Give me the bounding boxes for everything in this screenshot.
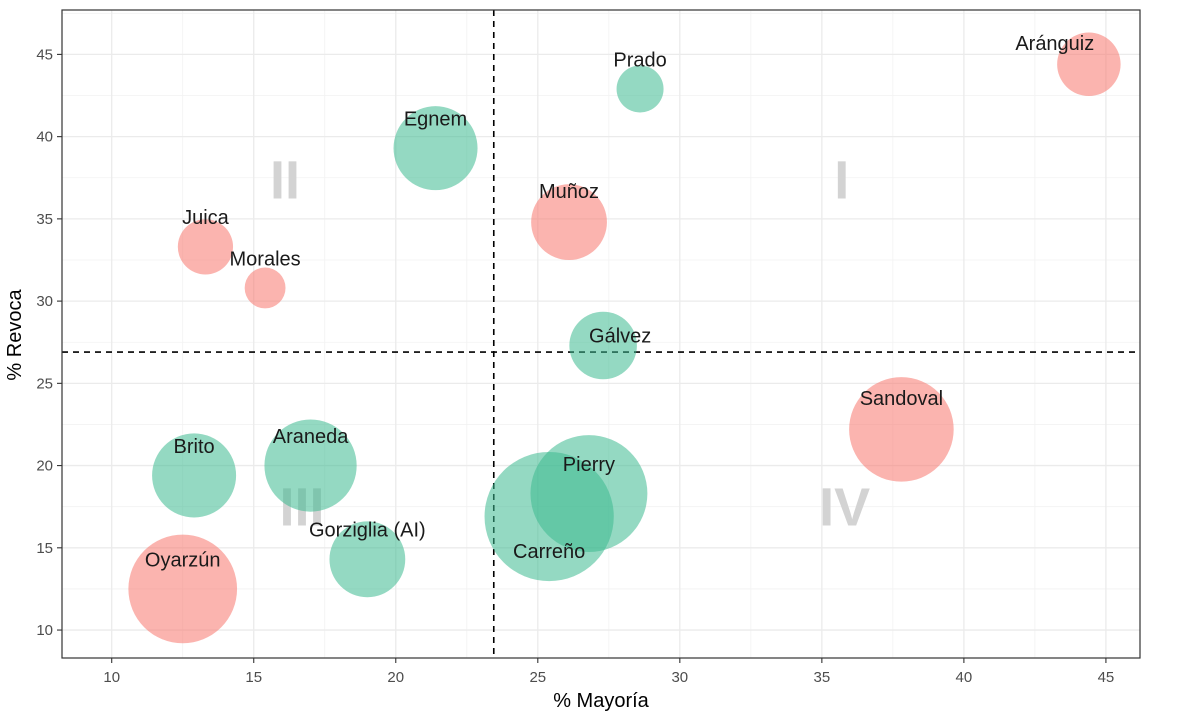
- y-tick-label: 15: [36, 540, 53, 557]
- point-label: Araneda: [273, 426, 349, 448]
- panel-border: [61, 9, 1141, 659]
- point-label: Aránguiz: [1015, 33, 1094, 55]
- data-point: [569, 311, 637, 380]
- data-point: [244, 267, 286, 309]
- point-label: Brito: [174, 436, 215, 458]
- data-point: [531, 184, 607, 261]
- y-tick-label: 25: [36, 375, 53, 392]
- quadrant-label: IV: [819, 478, 870, 538]
- point-label: Egnem: [404, 109, 467, 131]
- quadrant-label: II: [270, 150, 300, 210]
- data-point: [264, 419, 357, 512]
- quadrant-label: I: [834, 150, 849, 210]
- point-label: Prado: [613, 49, 666, 71]
- point-label: Morales: [230, 248, 301, 270]
- data-point: [849, 377, 954, 482]
- x-tick-label: 10: [103, 669, 120, 686]
- y-tick-label: 20: [36, 458, 53, 475]
- y-axis: 10 15 20 25 30 35 40 45: [36, 46, 62, 639]
- x-tick-label: 45: [1098, 669, 1115, 686]
- point-label: Carreño: [513, 541, 585, 563]
- y-axis-title: % Revoca: [4, 289, 26, 381]
- data-point: [329, 521, 406, 598]
- x-axis: 10 15 20 25 30 35 40 45: [103, 658, 1114, 686]
- point-label: Sandoval: [860, 388, 943, 410]
- data-point: [128, 534, 238, 644]
- point-label: Gálvez: [589, 326, 651, 348]
- data-point: [393, 106, 478, 191]
- point-label: Oyarzún: [145, 549, 221, 571]
- y-tick-label: 45: [36, 46, 53, 63]
- data-point: [177, 219, 234, 275]
- x-axis-title: % Mayoría: [553, 690, 649, 712]
- x-tick-label: 20: [387, 669, 404, 686]
- x-tick-label: 25: [529, 669, 546, 686]
- data-points: [128, 32, 1121, 644]
- data-point: [530, 435, 648, 552]
- data-point: [152, 433, 237, 518]
- x-tick-label: 30: [671, 669, 688, 686]
- x-tick-label: 15: [245, 669, 262, 686]
- data-point: [616, 65, 664, 113]
- x-tick-label: 35: [814, 669, 831, 686]
- point-label: Pierry: [563, 454, 615, 476]
- x-tick-label: 40: [956, 669, 973, 686]
- point-label: Juica: [182, 207, 230, 229]
- y-tick-label: 35: [36, 211, 53, 228]
- y-tick-label: 40: [36, 129, 53, 146]
- data-point: [1057, 32, 1121, 96]
- y-tick-label: 10: [36, 622, 53, 639]
- point-label: Muñoz: [539, 181, 599, 203]
- y-tick-label: 30: [36, 293, 53, 310]
- point-label: Gorziglia (AI): [309, 520, 426, 542]
